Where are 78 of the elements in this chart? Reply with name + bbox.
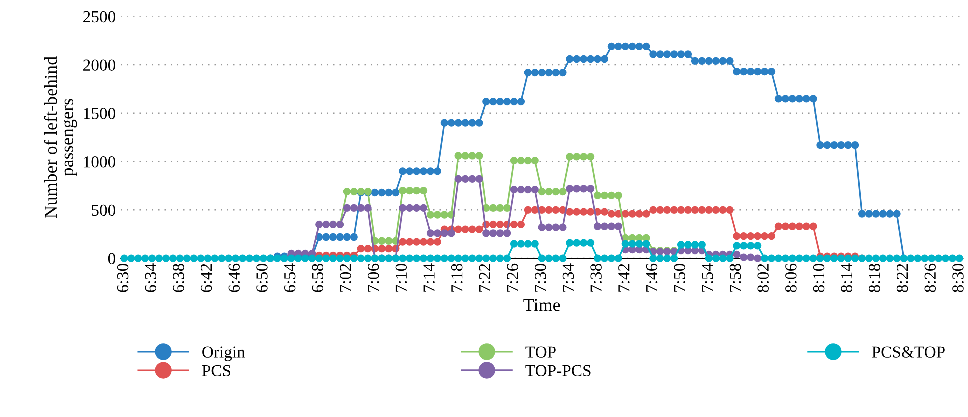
- point: [462, 152, 470, 160]
- x-tick-label: 6:42: [200, 264, 212, 292]
- point: [454, 152, 462, 160]
- y-tick-label: 2000: [84, 60, 116, 71]
- legend-label: TOP: [526, 346, 556, 358]
- point: [476, 152, 484, 160]
- x-tick-label: 7:54: [702, 264, 714, 292]
- y-tick-label: 1000: [84, 156, 116, 168]
- x-tick-label: 6:58: [312, 264, 324, 292]
- y-tick-label: 2500: [84, 11, 116, 23]
- y-axis-title: Number of left-behind passengers: [44, 56, 78, 218]
- y-tick-label: 500: [92, 204, 116, 216]
- point: [524, 157, 532, 165]
- x-tick-label: 7:38: [590, 264, 602, 292]
- point: [531, 157, 539, 165]
- point: [545, 188, 553, 196]
- point: [566, 153, 574, 161]
- point: [600, 192, 609, 200]
- x-tick-label: 7:18: [451, 264, 463, 292]
- x-tick-label: 7:02: [340, 264, 352, 292]
- point: [350, 188, 358, 196]
- point: [378, 237, 386, 245]
- point: [440, 211, 448, 219]
- point: [614, 192, 622, 200]
- y-tick-label: 1500: [84, 108, 116, 120]
- x-tick-label: 6:30: [117, 264, 129, 292]
- x-tick-label: 7:26: [507, 264, 518, 292]
- x-tick-label: 8:06: [786, 264, 797, 292]
- x-tick-label: 8:14: [841, 264, 853, 292]
- legend-label: PCS&TOP: [872, 346, 945, 358]
- point: [434, 211, 442, 219]
- point: [559, 188, 567, 196]
- point: [468, 152, 476, 160]
- point: [385, 237, 393, 245]
- x-tick-label: 7:06: [368, 264, 380, 292]
- point: [594, 192, 602, 200]
- point: [496, 204, 504, 212]
- point: [490, 204, 498, 212]
- point: [406, 187, 414, 195]
- legend-label: Origin: [202, 346, 246, 362]
- x-tick-label: 6:38: [173, 264, 184, 292]
- x-tick-label: 8:22: [896, 264, 908, 292]
- y-tick-label: 0: [108, 253, 116, 264]
- point: [608, 192, 616, 200]
- x-tick-label: 6:34: [145, 264, 157, 292]
- point: [399, 187, 407, 195]
- x-tick-label: 8:02: [758, 264, 770, 292]
- x-tick-label: 7:30: [535, 264, 546, 292]
- point: [426, 211, 435, 219]
- x-tick-label: 7:10: [396, 264, 408, 292]
- point: [580, 153, 588, 161]
- x-tick-label: 7:58: [730, 264, 742, 292]
- x-axis-title: Time: [524, 299, 560, 312]
- x-tick-label: 7:46: [646, 264, 658, 292]
- legend-label: TOP-PCS: [526, 365, 591, 376]
- point: [412, 187, 421, 195]
- point: [538, 188, 546, 196]
- x-tick-label: 7:42: [618, 264, 630, 292]
- x-tick-label: 6:46: [228, 264, 240, 292]
- x-tick-label: 8:26: [924, 264, 936, 292]
- point: [503, 204, 512, 212]
- point: [343, 188, 352, 196]
- x-tick-label: 6:50: [256, 264, 268, 292]
- point: [586, 153, 595, 161]
- x-tick-label: 7:50: [674, 264, 686, 292]
- point: [510, 157, 518, 165]
- point: [517, 157, 526, 165]
- point: [573, 153, 581, 161]
- point: [420, 187, 428, 195]
- x-tick-label: 6:54: [284, 264, 296, 292]
- x-tick-label: 7:14: [424, 264, 435, 292]
- point: [552, 188, 560, 196]
- x-tick-label: 7:34: [562, 264, 574, 292]
- legend-label: PCS: [202, 365, 231, 377]
- x-tick-label: 8:30: [952, 264, 964, 292]
- x-tick-label: 8:18: [869, 264, 880, 292]
- x-tick-label: 7:22: [479, 264, 491, 292]
- x-tick-label: 8:10: [813, 264, 825, 292]
